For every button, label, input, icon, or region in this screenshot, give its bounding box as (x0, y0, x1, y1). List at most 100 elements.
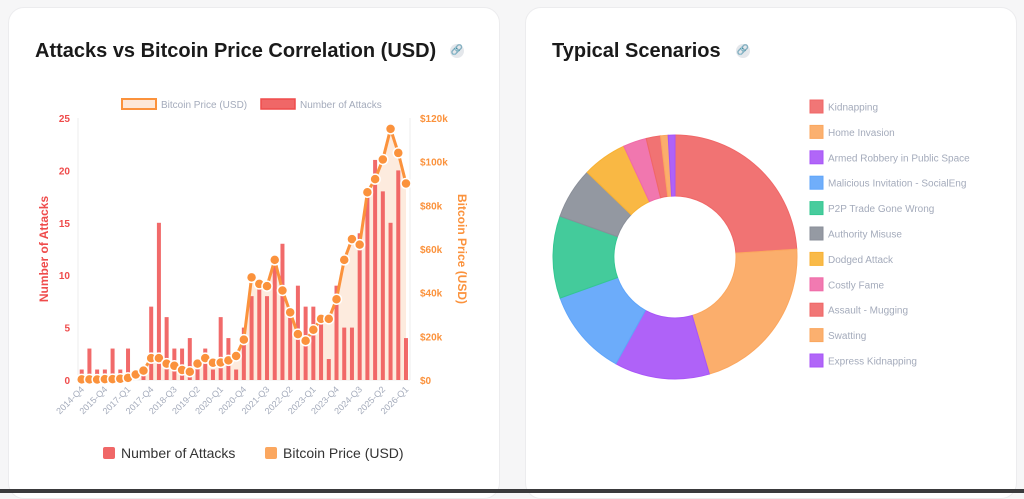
price-point (230, 350, 242, 362)
y2-tick-label: $100k (420, 158, 448, 169)
attack-bar (326, 359, 331, 380)
legend-label: Armed Robbery in Public Space (828, 153, 970, 164)
attack-bar (126, 348, 131, 380)
attack-bar (187, 338, 192, 380)
attack-bar (357, 233, 362, 380)
price-point (284, 306, 296, 319)
donut-slice-kidnapping (674, 134, 798, 254)
legend-label: Bitcoin Price (USD) (283, 445, 404, 461)
attack-bar (210, 369, 215, 380)
y-tick-label: 10 (59, 271, 71, 282)
y2-tick-label: $0 (420, 376, 432, 387)
price-point (191, 357, 204, 370)
price-point (338, 254, 350, 266)
legend-swatch (809, 302, 824, 317)
legend-swatch (265, 447, 277, 459)
attack-bar (272, 264, 277, 380)
y2-tick-label: $20k (420, 332, 443, 343)
price-point (276, 284, 289, 297)
price-point (353, 238, 366, 251)
price-point (392, 147, 405, 159)
legend-attacks[interactable]: Number of Attacks (103, 445, 235, 461)
attack-bar (195, 359, 200, 380)
attack-bar (319, 317, 324, 380)
price-point (384, 123, 397, 135)
price-point (330, 293, 343, 305)
donut-slice-home-invasion (691, 248, 798, 375)
attack-bar (288, 317, 293, 380)
legend-swatch (809, 328, 824, 343)
legend-swatch (103, 447, 115, 459)
attack-bar (380, 191, 385, 380)
attack-bar (234, 369, 239, 380)
attack-bar (388, 222, 393, 380)
price-point (346, 233, 358, 245)
price-point (238, 333, 250, 346)
price-point (361, 186, 374, 198)
attack-bar (280, 243, 285, 380)
attack-bar (373, 159, 378, 380)
y2-tick-label: $40k (420, 289, 443, 300)
y-tick-label: 20 (59, 166, 71, 177)
price-point (400, 177, 412, 190)
legend-label: Home Invasion (828, 128, 895, 139)
legend-swatch (809, 226, 824, 241)
attack-bar (265, 296, 270, 380)
attack-bar (311, 306, 316, 380)
link-icon[interactable]: 🔗 (450, 44, 464, 58)
attack-bar (249, 296, 254, 380)
attack-bar (203, 348, 208, 380)
legend-swatch (809, 124, 824, 139)
legend-price-swatch (121, 98, 157, 110)
attack-bar (149, 306, 154, 380)
legend-label: Express Kidnapping (828, 357, 917, 368)
attack-bar (87, 348, 92, 380)
legend-swatch (809, 353, 824, 368)
price-point (137, 364, 150, 377)
price-point (184, 365, 196, 378)
price-point (245, 271, 258, 284)
price-point (307, 324, 320, 336)
y2-axis-title: Bitcoin Price (USD) (455, 194, 469, 304)
attack-bar (156, 222, 161, 380)
legend-attacks-swatch (260, 98, 296, 110)
legend-label: P2P Trade Gone Wrong (828, 204, 934, 215)
attack-bar (218, 317, 223, 380)
attack-bar (404, 338, 408, 380)
price-point (153, 352, 165, 364)
attack-bar (342, 327, 347, 380)
attack-bar (396, 170, 401, 380)
y-tick-label: 5 (64, 324, 70, 335)
bottom-bar (0, 489, 1024, 493)
price-point (268, 254, 281, 266)
y2-tick-label: $120k (420, 114, 448, 125)
price-point (292, 328, 304, 340)
attack-bar (110, 348, 115, 380)
legend-label: Number of Attacks (121, 445, 236, 461)
legend-label: Dodged Attack (828, 255, 894, 266)
attack-bar (349, 327, 354, 380)
y-tick-label: 15 (59, 219, 71, 230)
legend-label: Malicious Invitation - SocialEng (828, 179, 966, 190)
y2-tick-label: $80k (420, 201, 443, 212)
legend-price[interactable]: Bitcoin Price (USD) (265, 445, 404, 461)
price-point (299, 334, 312, 347)
legend-label: Swatting (828, 331, 866, 342)
legend-label: Costly Fame (828, 280, 885, 291)
legend-swatch (809, 175, 824, 190)
legend-swatch (809, 277, 824, 292)
attack-bar (365, 191, 370, 380)
attacks-vs-price-card (8, 7, 500, 499)
link-icon[interactable]: 🔗 (736, 44, 750, 58)
price-point (377, 153, 389, 166)
legend-price-label: Bitcoin Price (USD) (161, 100, 247, 111)
price-point (261, 280, 273, 292)
price-point (369, 173, 381, 185)
legend-swatch (809, 150, 824, 165)
y-tick-label: 0 (64, 376, 70, 387)
legend-swatch (809, 201, 824, 216)
chart-title: Attacks vs Bitcoin Price Correlation (US… (35, 40, 437, 62)
legend-swatch (809, 251, 824, 266)
donut-slice-express-kidnapping (667, 134, 676, 197)
attack-bar (164, 317, 169, 380)
